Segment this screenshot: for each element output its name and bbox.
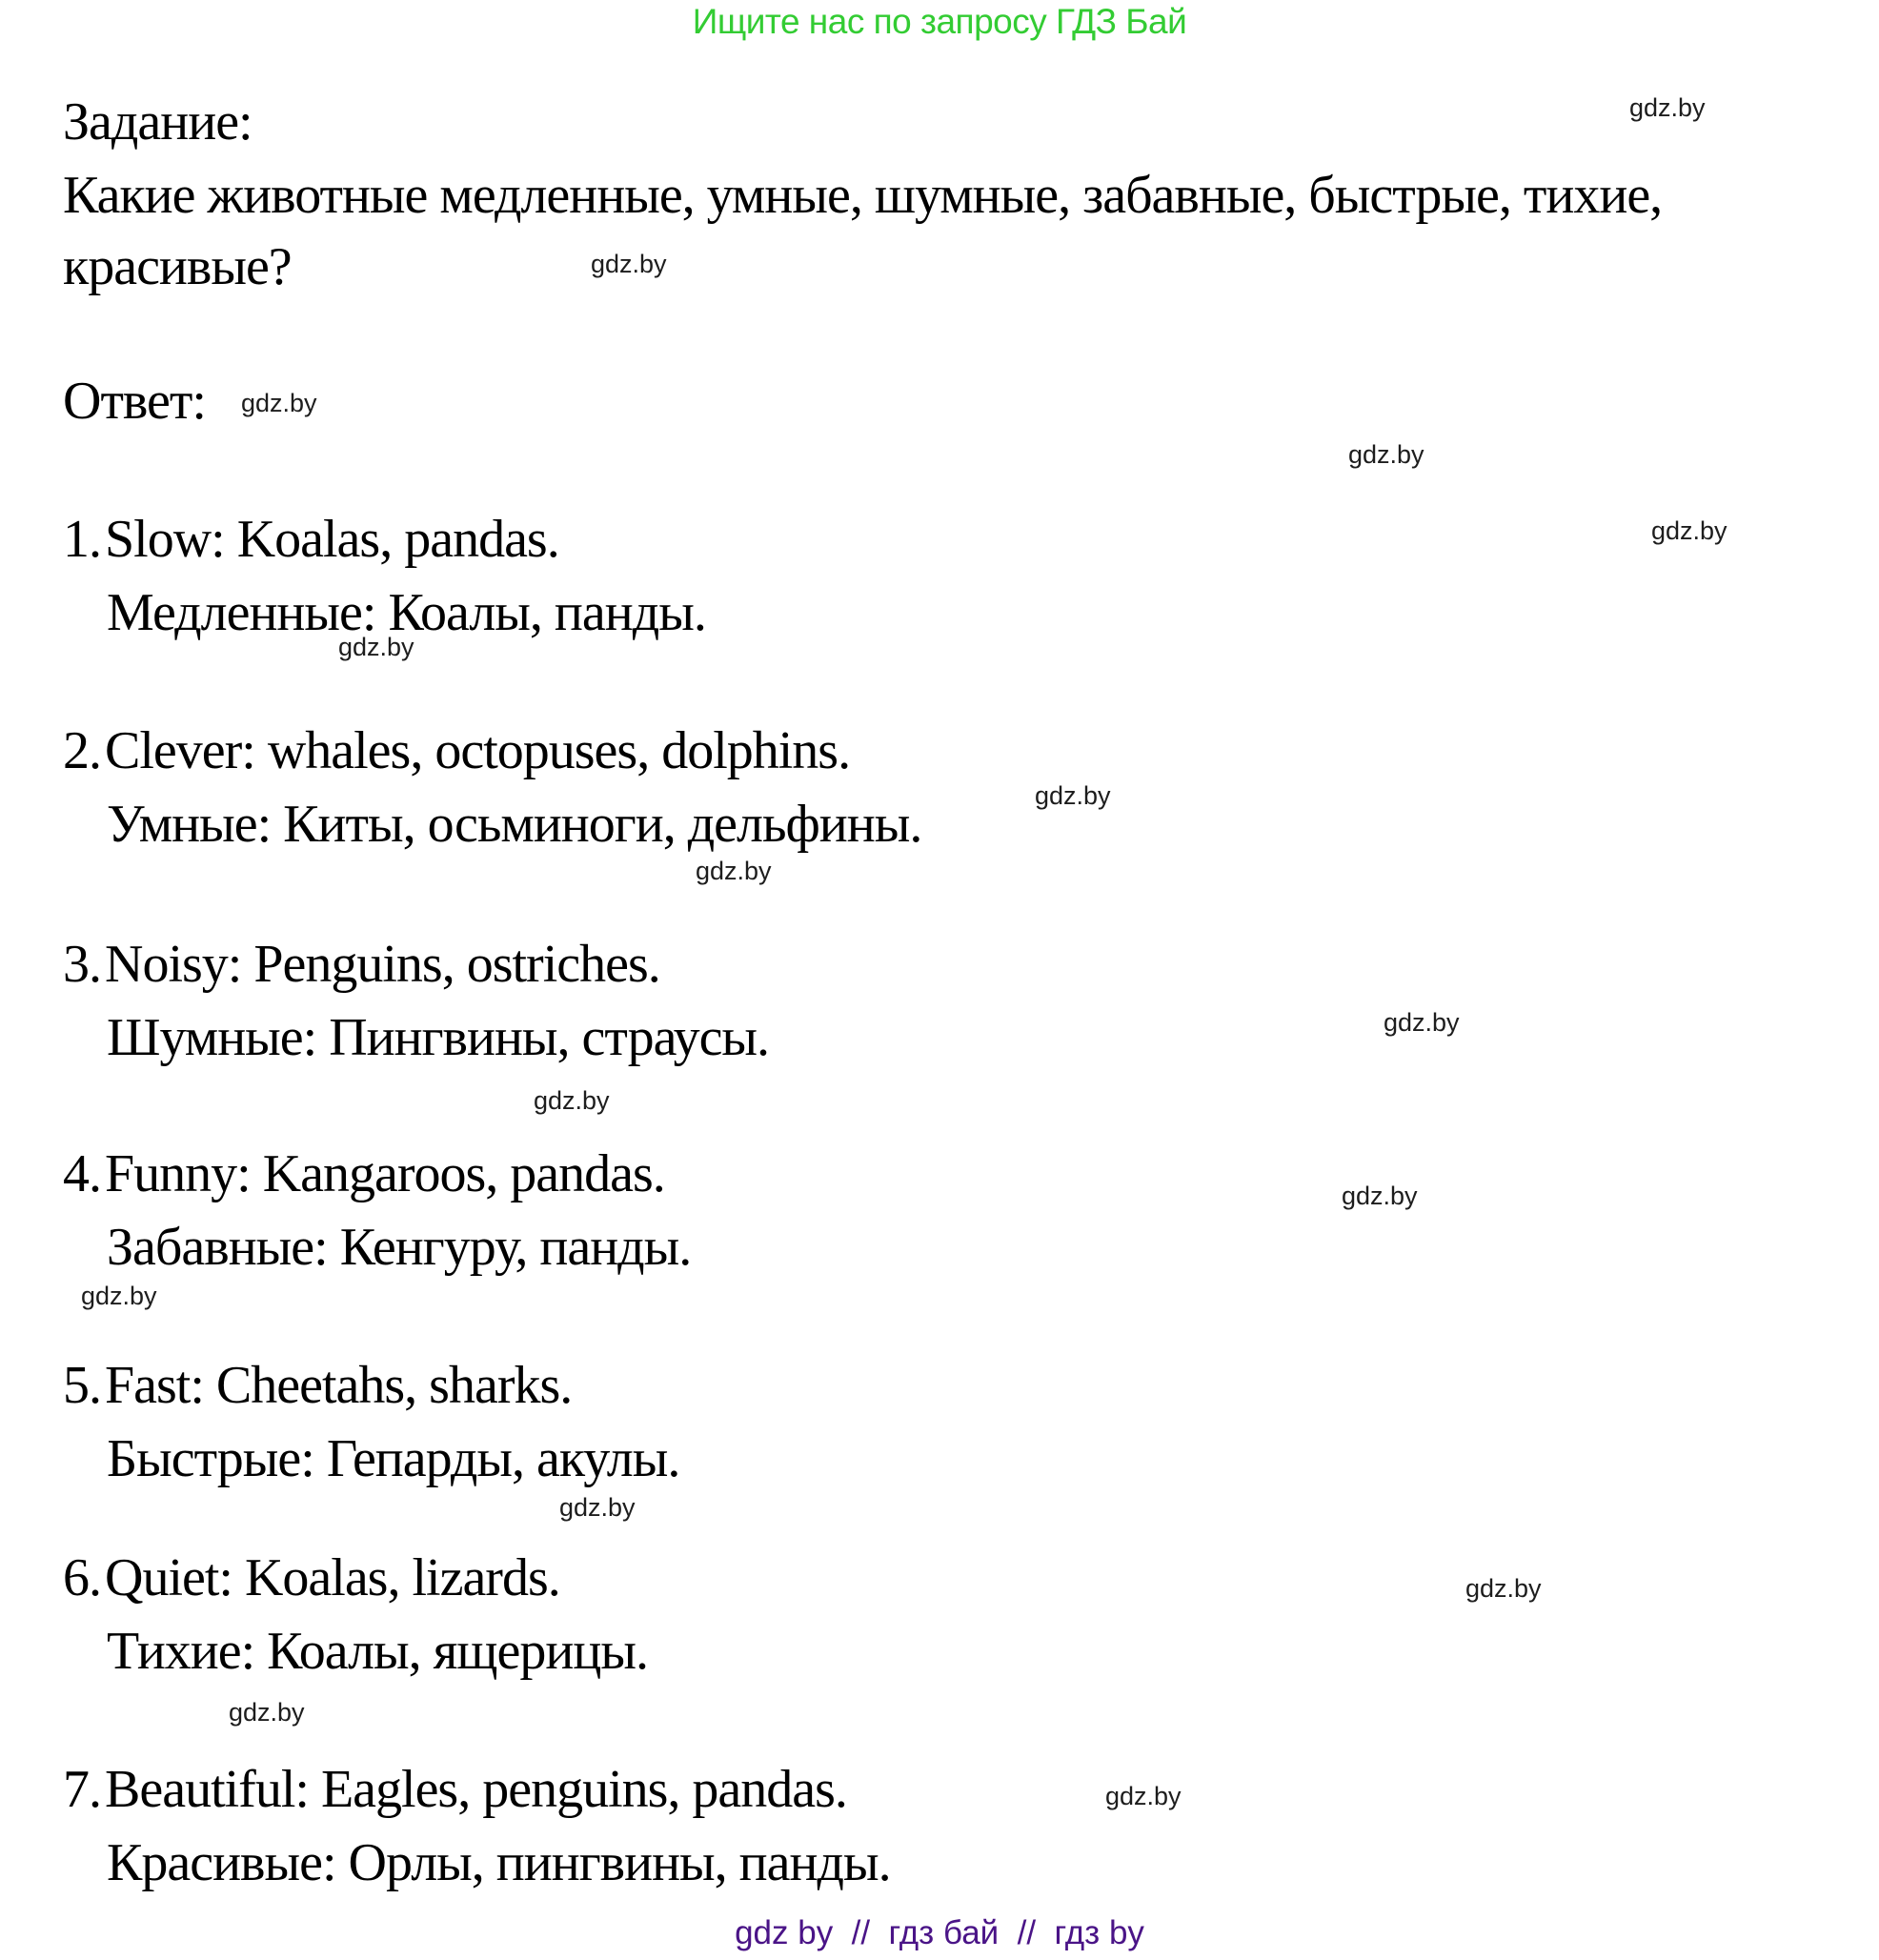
item-text-en: Funny: Kangaroos, pandas. xyxy=(105,1144,666,1203)
item-text-ru: Красивые: Орлы, пингвины, панды. xyxy=(107,1833,892,1892)
item-text-ru: Быстрые: Гепарды, акулы. xyxy=(107,1429,680,1488)
item-number: 2. xyxy=(63,721,102,780)
item-text-en: Slow: Koalas, pandas. xyxy=(105,510,560,569)
promo-banner: Ищите нас по запросу ГДЗ Бай xyxy=(692,2,1187,41)
answer-line-en: 4.Funny: Kangaroos, pandas. xyxy=(63,1138,691,1211)
gdz-watermark: gdz.by xyxy=(229,1698,305,1727)
item-text-en: Noisy: Penguins, ostriches. xyxy=(105,935,661,994)
gdz-watermark: gdz.by xyxy=(1629,93,1706,122)
answer-line-en: 1.Slow: Koalas, pandas. xyxy=(63,503,706,576)
answer-item-4: 4.Funny: Kangaroos, pandas. Забавные: Ке… xyxy=(63,1138,692,1284)
gdz-watermark: gdz.by xyxy=(338,633,414,661)
answer-line-en: 5.Fast: Cheetahs, sharks. xyxy=(63,1349,679,1423)
question-line-1: Какие животные медленные, умные, шумные,… xyxy=(63,166,1663,225)
answer-item-2: 2.Clever: whales, octopuses, dolphins. У… xyxy=(63,715,922,861)
answer-item-5: 5.Fast: Cheetahs, sharks. Быстрые: Гепар… xyxy=(63,1349,680,1496)
item-text-en: Quiet: Koalas, lizards. xyxy=(105,1548,561,1607)
item-number: 4. xyxy=(63,1144,102,1203)
answer-line-en: 2.Clever: whales, octopuses, dolphins. xyxy=(63,715,921,788)
gdz-watermark: gdz.by xyxy=(1348,440,1424,469)
item-text-en: Clever: whales, octopuses, dolphins. xyxy=(105,721,851,780)
gdz-watermark: gdz.by xyxy=(1384,1008,1460,1037)
gdz-watermark: gdz.by xyxy=(591,250,667,278)
gdz-watermark: gdz.by xyxy=(1342,1182,1418,1210)
gdz-watermark: gdz.by xyxy=(1035,781,1111,810)
item-text-ru: Медленные: Коалы, панды. xyxy=(107,583,707,642)
answer-item-6: 6.Quiet: Koalas, lizards. Тихие: Коалы, … xyxy=(63,1542,649,1688)
answer-item-1: 1.Slow: Koalas, pandas. Медленные: Коалы… xyxy=(63,503,707,650)
item-number: 6. xyxy=(63,1548,102,1607)
gdz-watermark: gdz.by xyxy=(241,389,317,417)
item-number: 7. xyxy=(63,1760,102,1819)
answer-label: Ответ: xyxy=(63,372,207,431)
item-text-en: Beautiful: Eagles, penguins, pandas. xyxy=(105,1760,848,1819)
item-text-ru: Забавные: Кенгуру, панды. xyxy=(107,1218,692,1277)
gdz-watermark: gdz.by xyxy=(1651,516,1727,545)
answer-line-en: 7.Beautiful: Eagles, penguins, pandas. xyxy=(63,1753,891,1827)
question-line-2: красивые? xyxy=(63,237,293,296)
item-number: 5. xyxy=(63,1356,102,1415)
gdz-watermark: gdz.by xyxy=(696,857,772,885)
task-label: Задание: xyxy=(63,92,253,152)
item-text-ru: Тихие: Коалы, ящерицы. xyxy=(107,1622,649,1681)
item-number: 3. xyxy=(63,935,102,994)
gdz-watermark: gdz.by xyxy=(559,1493,636,1522)
answer-line-en: 6.Quiet: Koalas, lizards. xyxy=(63,1542,648,1615)
answer-item-7: 7.Beautiful: Eagles, penguins, pandas. К… xyxy=(63,1753,892,1900)
gdz-watermark: gdz.by xyxy=(1465,1574,1542,1603)
item-text-en: Fast: Cheetahs, sharks. xyxy=(105,1356,573,1415)
task-question: Какие животные медленные, умные, шумные,… xyxy=(63,160,1663,303)
footer-brand-line: gdz by // гдз бай // гдз by xyxy=(735,1914,1144,1951)
answer-line-en: 3.Noisy: Penguins, ostriches. xyxy=(63,928,769,1001)
gdz-watermark: gdz.by xyxy=(81,1282,157,1310)
item-text-ru: Умные: Киты, осьминоги, дельфины. xyxy=(107,795,922,854)
item-text-ru: Шумные: Пингвины, страусы. xyxy=(107,1008,770,1067)
item-number: 1. xyxy=(63,510,102,569)
answer-item-3: 3.Noisy: Penguins, ostriches. Шумные: Пи… xyxy=(63,928,770,1075)
gdz-watermark: gdz.by xyxy=(1105,1782,1182,1810)
gdz-watermark: gdz.by xyxy=(534,1086,610,1115)
